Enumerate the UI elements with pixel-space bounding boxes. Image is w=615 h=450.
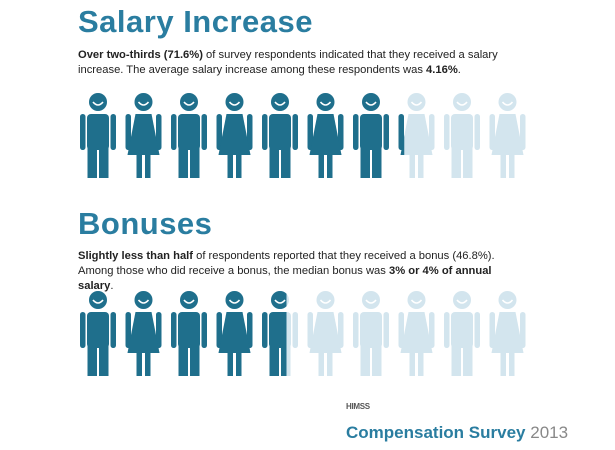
person-icon-empty bbox=[489, 291, 526, 376]
footer-title: Compensation Survey 2013 bbox=[346, 423, 568, 443]
text: . bbox=[110, 280, 114, 292]
person-icon-empty bbox=[398, 291, 435, 376]
person-icon-filled bbox=[125, 291, 162, 376]
person-icon-empty bbox=[307, 291, 344, 376]
person-icon-filled bbox=[171, 93, 207, 178]
text: of respondents reported that they receiv… bbox=[78, 250, 501, 277]
person-icon-filled bbox=[398, 114, 405, 155]
person-icon-filled bbox=[171, 291, 207, 376]
person-icon-filled bbox=[216, 291, 253, 376]
text: of survey respondents indicated that the… bbox=[78, 49, 501, 76]
person-icon-empty bbox=[444, 93, 480, 178]
person-icon-filled bbox=[80, 291, 116, 376]
person-icon-filled bbox=[262, 291, 287, 376]
pictograph bbox=[80, 93, 526, 178]
pictograph bbox=[80, 291, 526, 376]
person-icon-filled bbox=[307, 93, 344, 178]
description: Over two-thirds (71.6%) of survey respon… bbox=[78, 48, 528, 78]
bold-text: Over two-thirds (71.6%) bbox=[78, 49, 203, 61]
text: . bbox=[457, 64, 461, 76]
section-title: Bonuses bbox=[78, 206, 213, 241]
bold-text: 3% or 4% of annual salary bbox=[78, 265, 495, 292]
person-icon-filled bbox=[80, 93, 116, 178]
person-icon-filled bbox=[262, 93, 298, 178]
person-icon-empty bbox=[444, 291, 480, 376]
person-icon-filled bbox=[216, 93, 253, 178]
person-icon-filled bbox=[125, 93, 162, 178]
bold-text: 4.16% bbox=[426, 64, 458, 76]
person-icon-empty bbox=[489, 93, 526, 178]
person-icon-empty bbox=[353, 291, 389, 376]
section-title: Salary Increase bbox=[78, 4, 314, 39]
person-icon-filled bbox=[353, 93, 389, 178]
bold-text: Slightly less than half bbox=[78, 250, 194, 262]
survey-year: 2013 bbox=[530, 423, 569, 442]
survey-name: Compensation Survey bbox=[346, 423, 526, 442]
description: Slightly less than half of respondents r… bbox=[78, 249, 528, 294]
logo: HIMSS bbox=[346, 402, 370, 411]
